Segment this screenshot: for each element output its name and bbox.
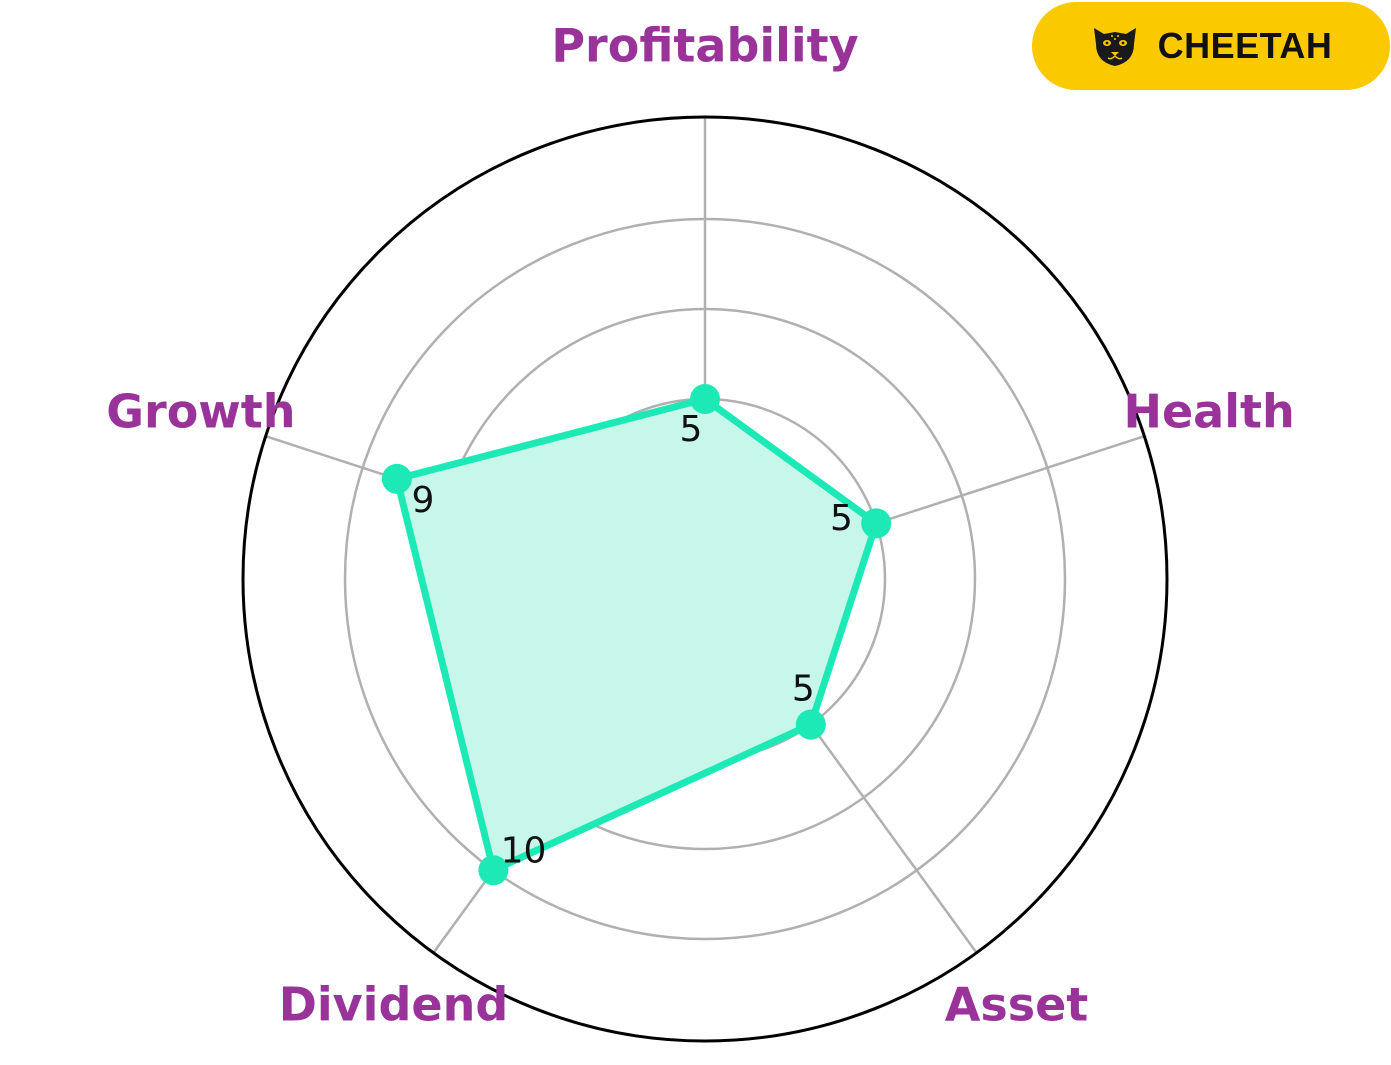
cheetah-badge[interactable]: CHEETAH [1032,2,1390,90]
series-area [396,399,877,871]
axis-label-profitability: Profitability [551,19,858,73]
axis-label-growth: Growth [106,385,295,439]
series-line [393,395,880,874]
axis-label-asset: Asset [945,977,1089,1031]
value-label-dividend: 10 [501,831,547,872]
outer-ring [241,115,1169,1043]
badge-label: CHEETAH [1157,25,1333,66]
value-label-health: 5 [830,498,853,539]
cheetah-face-icon [1093,28,1136,66]
axis-label-dividend: Dividend [279,977,509,1031]
point-health [861,508,892,539]
point-profitability [690,384,720,414]
point-dividend [478,855,509,886]
labels: 5 5 5 10 9 Profitability Health Asset Dividend Gr… [106,19,1294,1032]
value-label-growth: 9 [412,480,435,521]
axis-label-health: Health [1123,385,1294,439]
point-growth [381,463,412,494]
value-label-profitability: 5 [680,409,703,450]
point-asset [795,709,826,740]
value-label-asset: 5 [792,669,815,710]
series [381,384,892,886]
